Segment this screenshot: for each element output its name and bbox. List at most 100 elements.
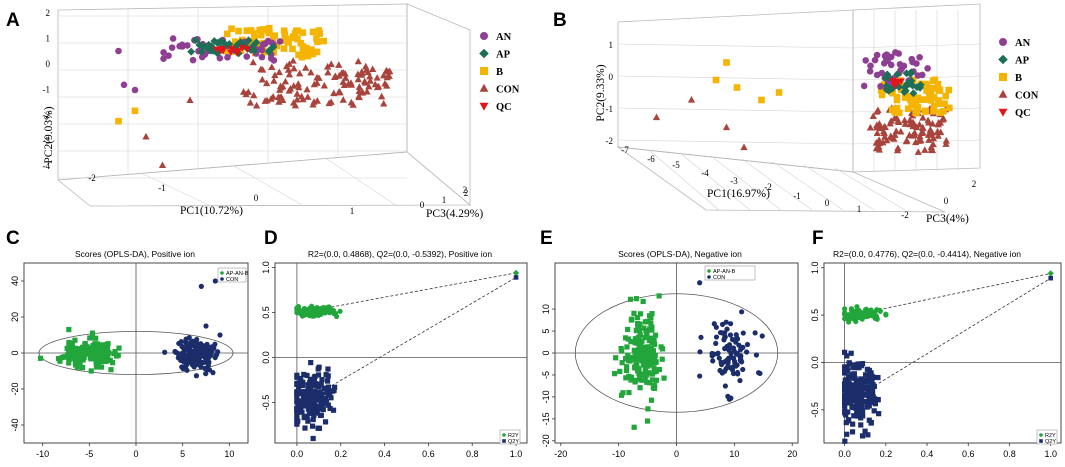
point-navy bbox=[311, 375, 317, 381]
point-b bbox=[923, 80, 930, 88]
point-con bbox=[354, 57, 362, 65]
y-tick-label: -5 bbox=[541, 371, 551, 379]
point-green bbox=[653, 359, 659, 365]
point-green bbox=[618, 346, 624, 352]
point-navy bbox=[725, 364, 731, 370]
point-navy bbox=[162, 349, 168, 355]
point-con bbox=[242, 90, 250, 98]
point-navy bbox=[730, 345, 737, 351]
point-navy bbox=[195, 344, 201, 351]
axis-label-pc3: PC3(4.29%) bbox=[426, 208, 483, 220]
point-green bbox=[89, 347, 95, 353]
legend-label: AP-AN-B bbox=[226, 271, 249, 277]
point-con bbox=[284, 66, 293, 73]
x-tick-label: 0.6 bbox=[422, 449, 435, 459]
point-b bbox=[893, 104, 901, 112]
point-green bbox=[89, 330, 96, 336]
point-green bbox=[91, 355, 97, 361]
y-tick-label: 10 bbox=[541, 304, 551, 314]
point-green bbox=[632, 336, 638, 342]
point-b bbox=[308, 46, 315, 54]
point-green bbox=[627, 356, 634, 362]
point-navy bbox=[858, 396, 864, 402]
point-green bbox=[649, 371, 655, 377]
y-tick-label: -20 bbox=[10, 382, 20, 395]
point-con bbox=[894, 117, 902, 124]
axis-label-pc2: PC2(9.03%) bbox=[43, 106, 55, 163]
point-navy bbox=[309, 380, 315, 386]
point-navy bbox=[851, 390, 857, 396]
point-green bbox=[642, 346, 648, 352]
point-q2y-observed bbox=[513, 275, 519, 280]
point-navy bbox=[867, 397, 873, 403]
point-navy bbox=[859, 381, 865, 387]
point-navy bbox=[323, 399, 330, 405]
point-navy bbox=[870, 382, 876, 388]
point-green bbox=[659, 346, 666, 352]
point-con bbox=[891, 131, 899, 138]
point-an bbox=[924, 65, 931, 72]
point-b bbox=[271, 32, 278, 39]
point-navy bbox=[854, 408, 860, 414]
point-navy bbox=[842, 402, 848, 408]
point-an bbox=[165, 52, 172, 60]
point-con bbox=[384, 67, 392, 75]
point-con bbox=[290, 98, 298, 106]
point-navy bbox=[294, 421, 300, 427]
point-con bbox=[937, 128, 945, 136]
point-green bbox=[864, 313, 870, 320]
point-green bbox=[628, 317, 634, 323]
x-tick-label: -2 bbox=[764, 182, 772, 192]
point-con bbox=[246, 99, 255, 106]
point-qc bbox=[227, 49, 235, 57]
y-tick-label: 1 bbox=[46, 34, 51, 44]
x-tick-label: 10 bbox=[729, 449, 739, 459]
point-navy bbox=[301, 400, 308, 406]
legend-label-qc: QC bbox=[1015, 108, 1031, 119]
point-con bbox=[874, 106, 882, 114]
point-con bbox=[917, 136, 925, 144]
point-green bbox=[84, 349, 90, 355]
point-green bbox=[842, 306, 848, 312]
point-navy bbox=[294, 398, 300, 404]
point-an bbox=[262, 40, 269, 47]
point-green bbox=[116, 345, 122, 351]
point-con bbox=[380, 71, 388, 79]
point-navy bbox=[853, 383, 859, 389]
point-navy bbox=[727, 332, 734, 338]
point-b bbox=[904, 105, 912, 113]
point-green bbox=[612, 371, 618, 377]
point-green bbox=[634, 354, 640, 361]
legend-label-b: B bbox=[496, 67, 503, 78]
point-ap bbox=[909, 89, 918, 98]
x-tick-label: 1.0 bbox=[510, 449, 523, 459]
point-con bbox=[740, 143, 748, 151]
point-navy bbox=[842, 364, 848, 370]
point-navy bbox=[301, 371, 307, 378]
z-tick-label: -2 bbox=[901, 210, 909, 220]
point-green bbox=[72, 359, 78, 365]
point-b bbox=[906, 93, 914, 101]
point-navy bbox=[842, 438, 848, 444]
point-navy bbox=[736, 342, 742, 348]
point-con bbox=[276, 86, 284, 93]
point-b bbox=[250, 30, 258, 37]
point-navy bbox=[718, 361, 725, 368]
z-tick-label: 0 bbox=[420, 200, 425, 210]
panel-b-pca-3d-negative: B 10-1-2-7-6-5-4-3-2-101-202 PC2(9.33%) … bbox=[553, 3, 1039, 225]
point-green bbox=[632, 379, 638, 385]
point-navy bbox=[845, 373, 852, 379]
point-green bbox=[623, 375, 629, 381]
point-b bbox=[895, 109, 903, 117]
point-green bbox=[69, 341, 75, 348]
point-con bbox=[142, 132, 150, 140]
legend-marker-qc bbox=[479, 102, 489, 111]
y-tick-label: -3 bbox=[43, 136, 51, 146]
point-b bbox=[283, 35, 290, 43]
point-b bbox=[316, 30, 324, 37]
point-con bbox=[310, 80, 318, 88]
x-tick-label: 0.0 bbox=[291, 449, 304, 459]
point-navy bbox=[876, 411, 882, 417]
point-an bbox=[258, 46, 266, 54]
